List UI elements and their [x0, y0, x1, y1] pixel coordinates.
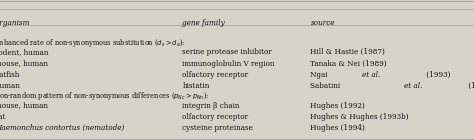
Text: source: source	[310, 19, 335, 27]
Text: cysteine proteinase: cysteine proteinase	[182, 124, 254, 132]
Text: Hill & Hastie (1987): Hill & Hastie (1987)	[310, 48, 385, 56]
Text: integrin β chain: integrin β chain	[182, 102, 240, 109]
Text: catfish: catfish	[0, 71, 19, 79]
Text: histatin: histatin	[182, 82, 210, 90]
Text: (1993): (1993)	[466, 82, 474, 90]
Text: Sabatini: Sabatini	[310, 82, 343, 90]
Text: Hughes (1992): Hughes (1992)	[310, 102, 365, 109]
Text: Hughes (1994): Hughes (1994)	[310, 124, 365, 132]
Text: human: human	[0, 82, 20, 90]
Text: Hughes & Hughes (1993b): Hughes & Hughes (1993b)	[310, 113, 409, 121]
Text: Haemonchus contortus (nematode): Haemonchus contortus (nematode)	[0, 124, 125, 132]
Text: Ngai: Ngai	[310, 71, 330, 79]
Text: serine protease inhibitor: serine protease inhibitor	[182, 48, 272, 56]
Text: mouse, human: mouse, human	[0, 102, 48, 109]
Text: rat: rat	[0, 113, 6, 121]
Text: olfactory receptor: olfactory receptor	[182, 113, 248, 121]
Text: et al.: et al.	[362, 71, 381, 79]
Text: rodent, human: rodent, human	[0, 48, 49, 56]
Text: olfactory receptor: olfactory receptor	[182, 71, 248, 79]
Text: enhanced rate of non-synonymous substitution ($d_s > d_a$):: enhanced rate of non-synonymous substitu…	[0, 37, 185, 49]
Text: gene family: gene family	[182, 19, 225, 27]
Text: non-random pattern of non-synonymous differences ($p_{Nc} > p_{Nn}$):: non-random pattern of non-synonymous dif…	[0, 90, 210, 102]
Text: organism: organism	[0, 19, 30, 27]
Text: immunoglobulin V region: immunoglobulin V region	[182, 60, 275, 67]
Text: (1993): (1993)	[424, 71, 451, 79]
Text: et al.: et al.	[404, 82, 422, 90]
Text: Tanaka & Nei (1989): Tanaka & Nei (1989)	[310, 60, 387, 67]
Text: mouse, human: mouse, human	[0, 60, 48, 67]
